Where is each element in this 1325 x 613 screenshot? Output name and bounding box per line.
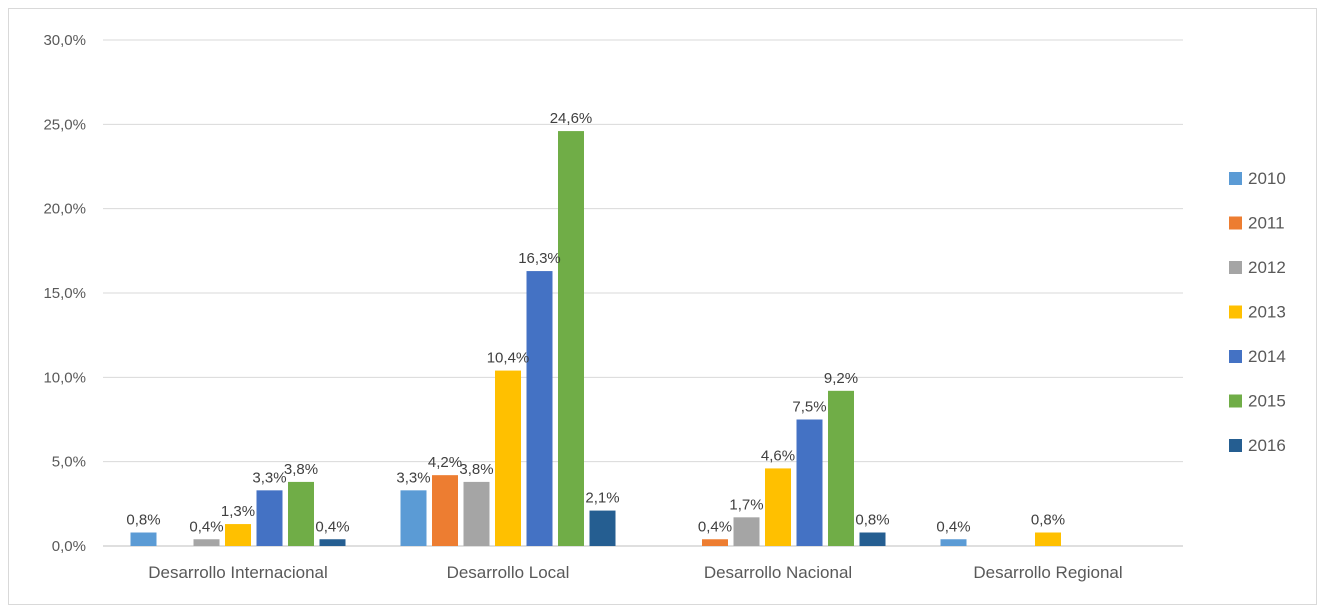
data-label: 0,8%	[1031, 512, 1065, 529]
data-labels: 0,8% 0,4%1,3%3,3%3,8%0,4%3,3%4,2%3,8%10,4…	[126, 110, 1065, 535]
bar-2015-2	[828, 390, 854, 546]
data-label: 16,3%	[518, 250, 561, 267]
y-tick-label: 20,0%	[43, 201, 86, 218]
data-label: 3,8%	[284, 461, 318, 478]
bar-2012-0	[193, 539, 220, 546]
data-label: 0,4%	[698, 518, 732, 535]
legend-swatch-2010	[1229, 172, 1242, 185]
bar-2013-3	[1035, 532, 1061, 546]
x-category-label: Desarrollo Regional	[973, 563, 1122, 582]
bar-2010-3	[940, 539, 967, 546]
y-tick-label: 15,0%	[43, 285, 86, 302]
y-tick-label: 5,0%	[52, 454, 86, 471]
legend: 2010 2011 2012 2013 2014 2015 2016	[1229, 169, 1286, 455]
data-label: 4,6%	[761, 447, 795, 464]
y-tick-label: 0,0%	[52, 538, 86, 555]
data-label: 0,4%	[189, 518, 223, 535]
chart-frame	[8, 8, 1317, 605]
data-label: 1,7%	[729, 496, 763, 513]
y-tick-label: 25,0%	[43, 116, 86, 133]
legend-label: 2013	[1248, 303, 1286, 322]
y-tick-label: 10,0%	[43, 369, 86, 386]
data-label: 10,4%	[487, 350, 530, 367]
data-label: 0,4%	[315, 518, 349, 535]
bar-2013-0	[225, 524, 251, 546]
legend-label: 2011	[1248, 214, 1285, 233]
bar-2015-1	[558, 131, 584, 546]
legend-swatch-2012	[1229, 261, 1242, 274]
data-label: 0,8%	[855, 512, 889, 529]
bar-2011-1	[432, 475, 458, 546]
legend-swatch-2013	[1229, 305, 1242, 319]
data-label: 3,8%	[459, 461, 493, 478]
bar-2014-2	[796, 419, 823, 546]
bar-2013-1	[495, 370, 521, 546]
bar-2014-1	[526, 271, 553, 546]
x-category-label: Desarrollo Nacional	[704, 563, 852, 582]
bar-2010-0	[130, 532, 157, 546]
legend-label: 2016	[1248, 436, 1286, 455]
bar-2011-2	[702, 539, 728, 546]
data-label: 2,1%	[585, 490, 619, 507]
bar-2012-1	[463, 481, 490, 546]
legend-swatch-2016	[1229, 439, 1242, 452]
data-label: 0,8%	[126, 512, 160, 529]
y-tick-label: 30,0%	[43, 32, 86, 49]
legend-label: 2010	[1248, 169, 1286, 188]
bar-2010-1	[400, 490, 427, 546]
bar-2016-0	[319, 539, 346, 546]
x-category-label: Desarrollo Internacional	[148, 563, 328, 582]
data-label: 0,4%	[936, 518, 970, 535]
gridlines	[103, 39, 1183, 547]
data-label: 7,5%	[792, 399, 826, 416]
data-label: 3,3%	[252, 469, 286, 486]
bar-2014-0	[256, 490, 283, 546]
bar-2016-2	[859, 532, 886, 546]
x-category-label: Desarrollo Local	[447, 563, 570, 582]
legend-label: 2014	[1248, 347, 1286, 366]
legend-swatch-2014	[1229, 350, 1242, 363]
data-label: 9,2%	[824, 370, 858, 387]
bar-2012-2	[733, 517, 760, 546]
data-label: 1,3%	[221, 503, 255, 520]
bar-2016-1	[589, 510, 616, 546]
data-label: 24,6%	[550, 110, 593, 127]
legend-label: 2012	[1248, 258, 1286, 277]
bar-2013-2	[765, 468, 791, 546]
legend-label: 2015	[1248, 392, 1286, 411]
bar-2015-0	[288, 481, 314, 546]
legend-swatch-2015	[1229, 394, 1242, 408]
y-axis: 0,0% 5,0% 10,0% 15,0% 20,0% 25,0% 30,0%	[43, 32, 86, 555]
data-label: 4,2%	[428, 454, 462, 471]
legend-swatch-2011	[1229, 216, 1242, 230]
x-axis: Desarrollo Internacional Desarrollo Local…	[148, 563, 1122, 582]
bars	[130, 131, 1061, 546]
data-label: 3,3%	[396, 469, 430, 486]
